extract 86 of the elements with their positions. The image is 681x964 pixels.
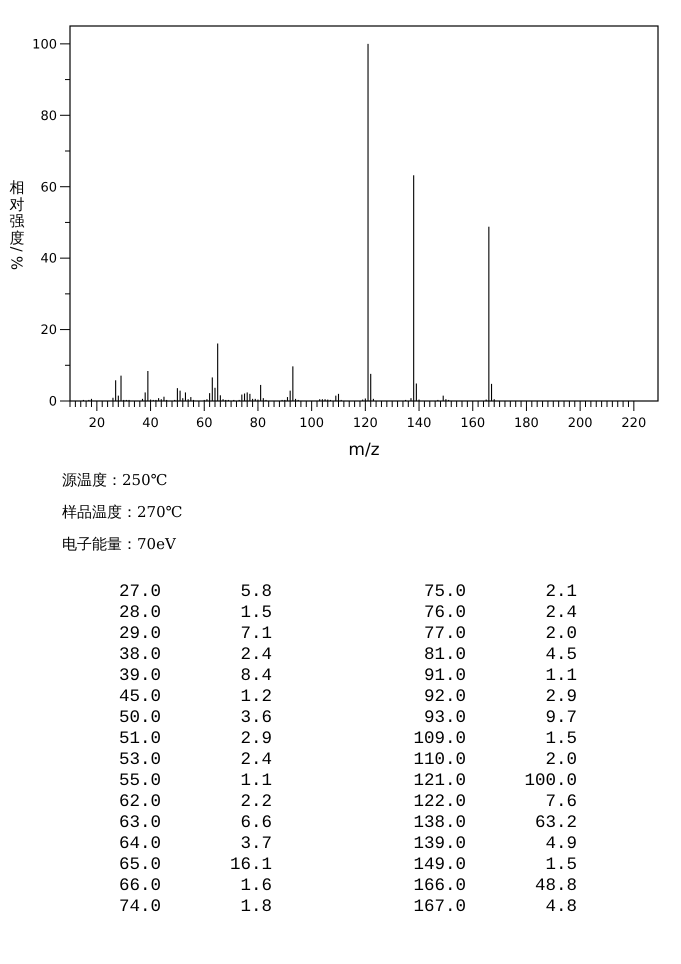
x-tick-label: 80	[250, 416, 266, 431]
text: 39.0	[118, 666, 161, 686]
text: 1.5	[545, 729, 577, 749]
x-tick-label: 120	[352, 416, 378, 431]
text: 4.5	[545, 645, 577, 665]
text: 8.4	[240, 666, 272, 686]
text: 29.0	[118, 624, 161, 644]
text: 2.4	[240, 645, 272, 665]
text: 7.1	[240, 624, 272, 644]
y-tick-label: 60	[40, 180, 57, 196]
text: 92.0	[424, 687, 466, 707]
text: 138.0	[413, 813, 466, 833]
x-tick-label: 40	[142, 416, 159, 431]
text: 2.9	[545, 687, 577, 707]
text: 电子能量：70eV	[62, 535, 177, 553]
text: 76.0	[424, 603, 466, 623]
text: 66.0	[118, 876, 161, 896]
text: 1.1	[240, 771, 272, 791]
x-tick-label: 140	[406, 416, 432, 431]
text: 1.5	[240, 603, 272, 623]
text: 3.7	[240, 834, 272, 854]
text: 81.0	[424, 645, 466, 665]
text: 2.1	[545, 582, 577, 602]
text: 109.0	[413, 729, 466, 749]
text: 16.1	[230, 855, 272, 875]
text: 149.0	[413, 855, 466, 875]
text: 50.0	[118, 708, 161, 728]
x-axis-title: m/z	[348, 440, 380, 460]
text: 48.8	[534, 876, 577, 896]
text: 63.2	[534, 813, 577, 833]
y-axis-title: 相对强度/%	[8, 178, 26, 270]
x-tick-label: 60	[196, 416, 213, 431]
text: 122.0	[413, 792, 466, 812]
text: 1.8	[240, 897, 272, 917]
text: 5.8	[240, 582, 272, 602]
text: 53.0	[118, 750, 161, 770]
text: 28.0	[118, 603, 161, 623]
text: 93.0	[424, 708, 466, 728]
y-tick-label: 0	[48, 394, 57, 410]
text: 64.0	[118, 834, 161, 854]
text: 51.0	[118, 729, 161, 749]
text: 166.0	[413, 876, 466, 896]
text: 121.0	[413, 771, 466, 791]
y-tick-label: 80	[40, 108, 57, 124]
text: 1.6	[240, 876, 272, 896]
text: 2.0	[545, 750, 577, 770]
text: 2.9	[240, 729, 272, 749]
text: 2.4	[545, 603, 577, 623]
y-tick-label: 40	[40, 252, 57, 267]
text: 2.4	[240, 750, 272, 770]
text: 6.6	[240, 813, 272, 833]
text: 63.0	[118, 813, 161, 833]
text: 77.0	[424, 624, 466, 644]
text: 1.5	[545, 855, 577, 875]
text: 38.0	[118, 645, 161, 665]
text: 1.1	[545, 666, 577, 686]
x-tick-label: 160	[460, 416, 486, 431]
x-tick-label: 100	[299, 416, 324, 431]
y-tick-label: 100	[32, 37, 57, 52]
text: 2.2	[240, 792, 272, 812]
text: 4.9	[545, 834, 577, 854]
text: 65.0	[118, 855, 161, 875]
text: 7.6	[545, 792, 577, 812]
text: 27.0	[118, 582, 161, 602]
x-tick-label: 220	[621, 416, 646, 431]
text: 139.0	[413, 834, 466, 854]
text: 100.0	[524, 771, 577, 791]
text: 45.0	[118, 687, 161, 707]
text: 55.0	[118, 771, 161, 791]
text: 62.0	[118, 792, 161, 812]
text: 3.6	[240, 708, 272, 728]
text: 167.0	[413, 897, 466, 917]
text: 4.8	[545, 897, 577, 917]
text: 2.0	[545, 624, 577, 644]
x-tick-label: 180	[514, 416, 539, 431]
text: 74.0	[118, 897, 161, 917]
text: 源温度：250℃	[62, 471, 168, 489]
x-tick-label: 200	[568, 416, 593, 431]
text: 9.7	[545, 708, 577, 728]
y-tick-label: 20	[40, 323, 57, 338]
text: 1.2	[240, 687, 272, 707]
text: 91.0	[424, 666, 466, 686]
text: 75.0	[424, 582, 466, 602]
text: 样品温度：270℃	[62, 503, 182, 521]
text: 110.0	[413, 750, 466, 770]
x-tick-label: 20	[88, 416, 106, 431]
